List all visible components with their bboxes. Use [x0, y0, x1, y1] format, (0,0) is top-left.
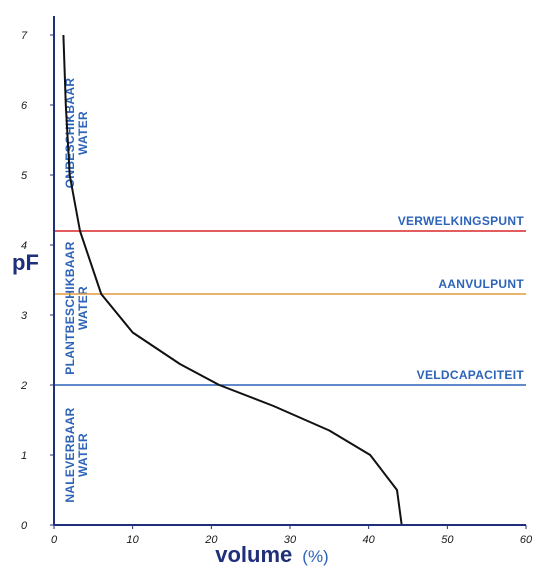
axes: [53, 16, 526, 526]
y-tick-label: 5: [21, 170, 28, 182]
zone-label-line: WATER: [76, 433, 90, 477]
x-tick-label: 10: [127, 534, 140, 546]
pf-curve: [62, 34, 403, 526]
zone-label-line: WATER: [76, 111, 90, 155]
zone-label-line: NALEVERBAAR: [63, 407, 77, 502]
y-tick-label: 6: [21, 100, 28, 112]
y-axis-label: pF: [12, 250, 39, 275]
x-tick-label: 60: [520, 534, 533, 546]
x-axis-label-unit: (%): [302, 547, 328, 566]
y-tick-label: 7: [21, 30, 28, 42]
y-tick-label: 4: [21, 240, 27, 252]
x-axis-label: volume (%): [215, 542, 328, 567]
x-tick-label: 20: [204, 534, 218, 546]
curve-layer: [62, 34, 403, 526]
tick-labels: 0 10 20 30 40 50 60 0 1 2 3 4 5 6 7: [20, 30, 533, 546]
reference-line-label: VELDCAPACITEIT: [417, 368, 525, 382]
y-tick-label: 3: [21, 310, 28, 322]
zone-label: PLANTBESCHIKBAAR WATER: [63, 241, 90, 374]
zone-label: NALEVERBAAR WATER: [63, 407, 90, 502]
x-tick-label: 50: [441, 534, 454, 546]
reference-lines: VERWELKINGSPUNT AANVULPUNT VELDCAPACITEIT: [54, 214, 526, 386]
zone-label-line: PLANTBESCHIKBAAR: [63, 241, 77, 374]
zone-label-line: WATER: [76, 286, 90, 330]
y-tick-label: 2: [20, 380, 27, 392]
x-axis-label-main: volume: [215, 542, 292, 567]
reference-line-label: VERWELKINGSPUNT: [398, 214, 525, 228]
y-tick-label: 1: [21, 450, 27, 462]
x-tick-label: 40: [363, 534, 376, 546]
x-tick-label: 30: [284, 534, 297, 546]
reference-line-label: AANVULPUNT: [438, 277, 524, 291]
x-tick-label: 0: [51, 534, 58, 546]
y-tick-label: 0: [21, 520, 28, 532]
